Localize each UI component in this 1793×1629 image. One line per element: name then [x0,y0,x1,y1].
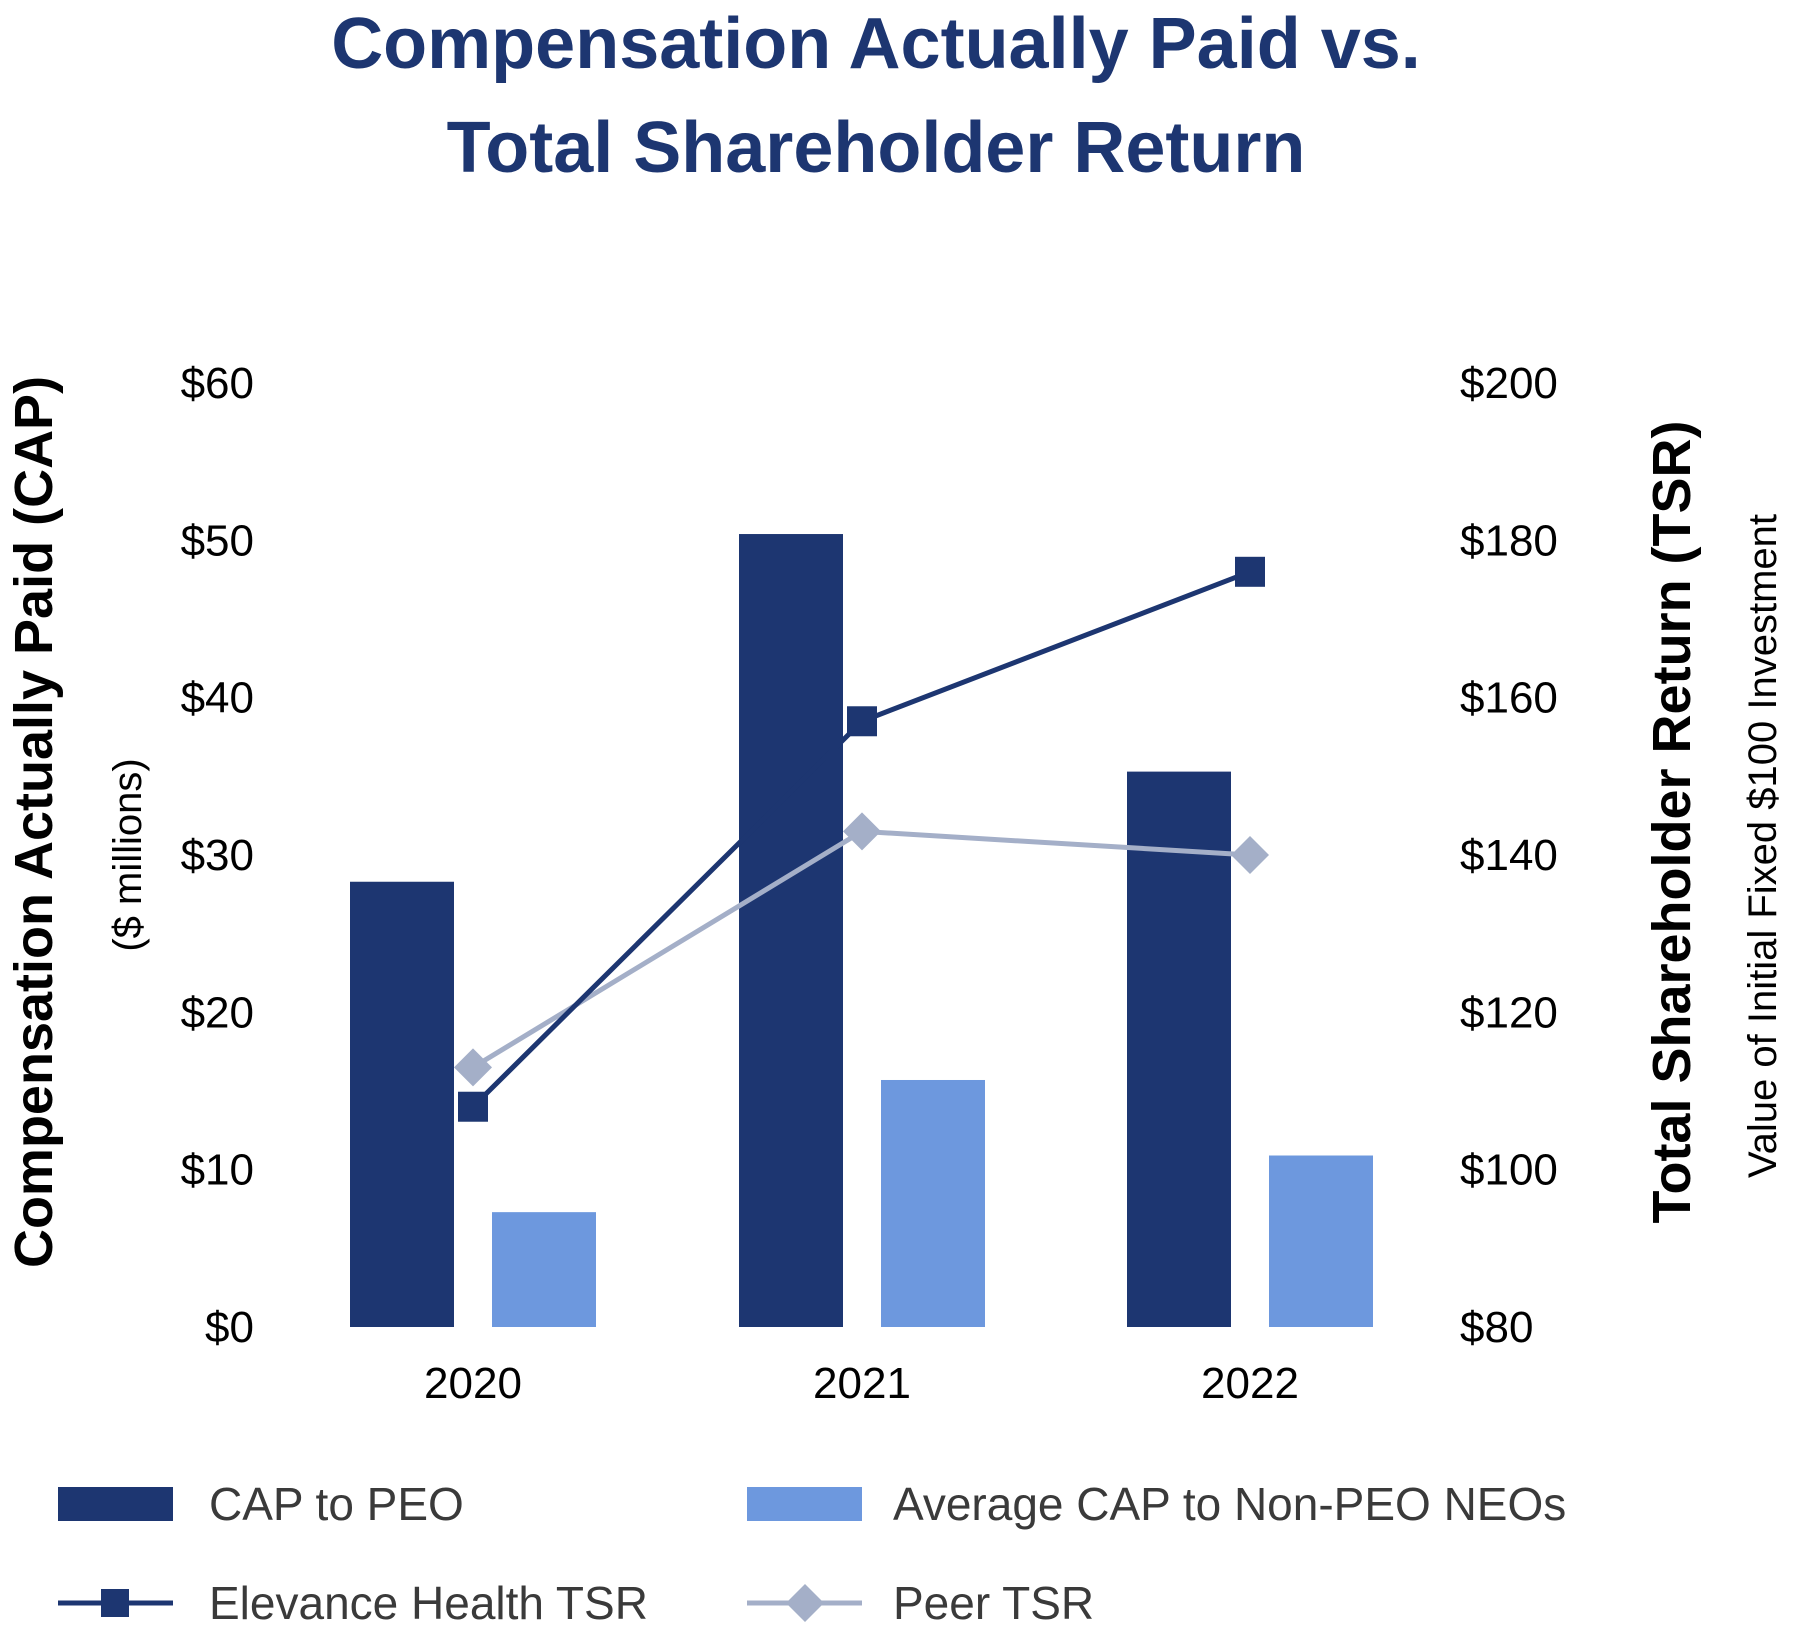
chart-title: Compensation Actually Paid vs. Total Sha… [331,4,1421,188]
marker-elevance-health-tsr-2022 [1235,556,1265,587]
legend-swatch-average-cap-non-peo [747,1487,862,1521]
chart-title-line-1: Compensation Actually Paid vs. [331,4,1421,84]
chart-title-line-2: Total Shareholder Return [447,108,1306,188]
x-tick-label-2020: 2020 [424,1359,522,1408]
left-axis-subtitle: ($ millions) [106,758,150,951]
x-tick-label-2022: 2022 [1201,1359,1299,1408]
right-axis-title: Total Shareholder Return (TSR) [1642,420,1702,1223]
right-tick-label: $140 [1460,831,1558,880]
marker-peer-tsr-2020 [454,1048,492,1087]
bar-average-cap-to-non-peo-neos-2021 [881,1079,985,1327]
right-tick-label: $100 [1460,1146,1558,1195]
line-series [454,556,1269,1122]
left-axis-ticks: $0 $10 $20 $30 $40 $50 $60 [181,359,254,1352]
right-tick-label: $80 [1460,1303,1533,1352]
legend-item-elevance-tsr: Elevance Health TSR [58,1577,648,1629]
marker-elevance-health-tsr-2021 [847,706,877,737]
right-tick-label: $180 [1460,516,1558,565]
marker-peer-tsr-2022 [1231,836,1269,874]
bar-series [350,534,1373,1327]
left-axis-title: Compensation Actually Paid (CAP) [4,376,64,1268]
left-tick-label: $40 [181,674,254,723]
x-axis-ticks: 2020 2021 2022 [424,1359,1299,1408]
bar-average-cap-to-non-peo-neos-2020 [492,1212,596,1327]
right-tick-label: $200 [1460,359,1558,408]
marker-peer-tsr-2021 [843,812,881,851]
right-axis-subtitle: Value of Initial Fixed $100 Investment [1741,514,1785,1178]
marker-elevance-health-tsr-2020 [458,1091,488,1122]
bar-cap-to-peo-2021 [739,534,843,1327]
left-tick-label: $50 [181,516,254,565]
right-axis-ticks: $80 $100 $120 $140 $160 $180 $200 [1460,359,1558,1352]
legend-label-elevance-tsr: Elevance Health TSR [209,1577,648,1629]
left-tick-label: $10 [181,1146,254,1195]
right-tick-label: $160 [1460,674,1558,723]
legend-swatch-cap-to-peo [58,1487,173,1521]
left-tick-label: $60 [181,359,254,408]
right-tick-label: $120 [1460,988,1558,1037]
bar-cap-to-peo-2020 [350,881,454,1327]
legend-marker-peer-tsr [786,1584,824,1622]
left-tick-label: $30 [181,831,254,880]
legend-marker-elevance-tsr [101,1589,129,1617]
legend: CAP to PEO Average CAP to Non-PEO NEOs E… [58,1478,1566,1629]
bar-average-cap-to-non-peo-neos-2022 [1269,1155,1373,1327]
legend-label-cap-to-peo: CAP to PEO [209,1478,464,1530]
left-tick-label: $20 [181,988,254,1037]
legend-label-average-cap-non-peo: Average CAP to Non-PEO NEOs [893,1478,1566,1530]
x-tick-label-2021: 2021 [813,1359,911,1408]
legend-item-peer-tsr: Peer TSR [747,1577,1094,1629]
legend-item-average-cap-non-peo: Average CAP to Non-PEO NEOs [747,1478,1566,1530]
bar-cap-to-peo-2022 [1127,771,1231,1327]
legend-item-cap-to-peo: CAP to PEO [58,1478,464,1530]
legend-label-peer-tsr: Peer TSR [893,1577,1094,1629]
left-tick-label: $0 [205,1303,254,1352]
